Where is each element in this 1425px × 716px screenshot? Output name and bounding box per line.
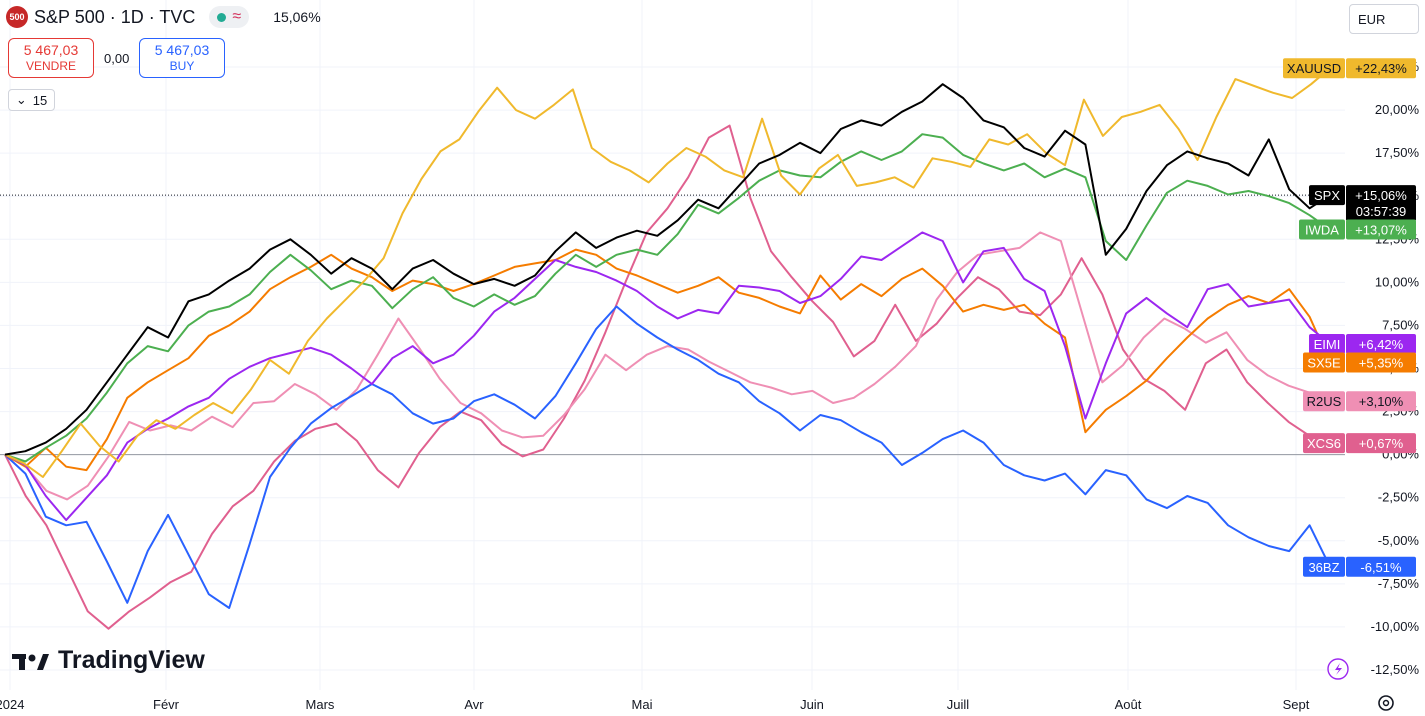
series-name-tag xyxy=(1299,219,1345,240)
logo-text: TradingView xyxy=(58,646,205,674)
series-value-label: +6,42% xyxy=(1359,337,1404,352)
x-tick-label: Sept xyxy=(1283,697,1310,712)
x-tick-label: Juin xyxy=(800,697,824,712)
series-line-sx5e[interactable] xyxy=(4,248,1331,472)
chart-header: 500 S&P 500 · 1D · TVC ≈ 15,06% xyxy=(6,6,321,28)
buy-label: BUY xyxy=(169,59,195,73)
market-status-pill[interactable]: ≈ xyxy=(209,6,250,28)
series-name-tag xyxy=(1303,352,1345,373)
currency-selector[interactable]: EUR xyxy=(1349,4,1419,34)
series-line-xauusd[interactable] xyxy=(4,67,1331,478)
wave-icon: ≈ xyxy=(232,8,242,25)
y-tick-label: 20,00% xyxy=(1375,102,1420,117)
series-name-label: XAUUSD xyxy=(1287,61,1341,76)
series-name-tag xyxy=(1309,334,1345,355)
series-value-label: +5,35% xyxy=(1359,355,1404,370)
series-value-label: +15,06% xyxy=(1355,188,1407,203)
y-tick-label: -10,00% xyxy=(1371,619,1420,634)
x-tick-label: Mars xyxy=(306,697,335,712)
interval-value: 15 xyxy=(32,92,48,108)
series-value-tag xyxy=(1346,219,1416,240)
series-name-label: R2US xyxy=(1307,394,1342,409)
chart-title[interactable]: S&P 500 · 1D · TVC xyxy=(34,6,196,27)
series-value-tag xyxy=(1346,334,1416,355)
series-name-label: IWDA xyxy=(1305,222,1339,237)
spread-value: 0,00 xyxy=(104,51,130,66)
tradingview-logo-icon xyxy=(12,653,49,670)
y-tick-label: -5,00% xyxy=(1378,533,1420,548)
y-tick-label: 10,00% xyxy=(1375,274,1420,289)
series-line-iwda[interactable] xyxy=(4,133,1331,463)
tradingview-logo[interactable]: TradingView xyxy=(12,646,205,675)
series-value-tag xyxy=(1346,433,1416,454)
series-name-tag xyxy=(1309,185,1345,206)
sell-label: VENDRE xyxy=(25,59,76,73)
buy-price: 5 467,03 xyxy=(154,42,210,58)
change-percent: 15,06% xyxy=(273,9,321,25)
series-value-label: +13,07% xyxy=(1355,222,1407,237)
y-tick-label: 7,50% xyxy=(1382,317,1419,332)
lightning-icon[interactable] xyxy=(1327,658,1349,680)
x-tick-label: Avr xyxy=(464,697,484,712)
y-tick-label: 17,50% xyxy=(1375,145,1420,160)
x-tick-label: 2024 xyxy=(0,697,24,712)
series-name-label: EIMI xyxy=(1314,337,1341,352)
currency-value: EUR xyxy=(1358,11,1386,27)
y-tick-label: -7,50% xyxy=(1378,576,1420,591)
gear-icon[interactable] xyxy=(1378,695,1394,711)
series-value-tag xyxy=(1346,352,1416,373)
x-tick-label: Févr xyxy=(153,697,180,712)
series-value-label: +22,43% xyxy=(1355,61,1407,76)
series-name-label: SPX xyxy=(1314,188,1340,203)
series-line-spx[interactable] xyxy=(4,83,1331,456)
series-name-tag xyxy=(1303,433,1345,454)
sell-button[interactable]: 5 467,03 VENDRE xyxy=(8,38,94,78)
x-tick-label: Août xyxy=(1115,697,1142,712)
countdown-time: 03:57:39 xyxy=(1356,204,1407,219)
series-name-tag xyxy=(1303,556,1345,577)
chevron-down-icon: ⌄ xyxy=(15,92,27,107)
series-value-label: -6,51% xyxy=(1360,560,1402,575)
x-tick-label: Juill xyxy=(947,697,970,712)
series-line-eimi[interactable] xyxy=(4,231,1331,522)
series-value-tag xyxy=(1346,58,1416,79)
symbol-badge-icon[interactable]: 500 xyxy=(6,6,28,28)
series-name-label: SX5E xyxy=(1307,355,1341,370)
interval-selector[interactable]: ⌄ 15 xyxy=(8,89,55,111)
series-name-tag xyxy=(1283,58,1345,79)
y-tick-label: -2,50% xyxy=(1378,490,1420,505)
series-value-label: +3,10% xyxy=(1359,394,1404,409)
y-tick-label: -12,50% xyxy=(1371,662,1420,677)
series-name-label: XCS6 xyxy=(1307,436,1341,451)
buy-button[interactable]: 5 467,03 BUY xyxy=(139,38,225,78)
series-line-36bz[interactable] xyxy=(4,305,1331,609)
series-value-tag xyxy=(1346,556,1416,577)
series-line-xcs6[interactable] xyxy=(4,124,1331,630)
market-open-icon xyxy=(217,12,227,22)
x-tick-label: Mai xyxy=(632,697,653,712)
sell-price: 5 467,03 xyxy=(23,42,79,58)
series-value-label: +0,67% xyxy=(1359,436,1404,451)
series-value-tag xyxy=(1346,391,1416,412)
series-name-tag xyxy=(1303,391,1345,412)
series-name-label: 36BZ xyxy=(1308,560,1339,575)
series-value-tag xyxy=(1346,185,1416,222)
series-line-r2us[interactable] xyxy=(4,231,1331,501)
